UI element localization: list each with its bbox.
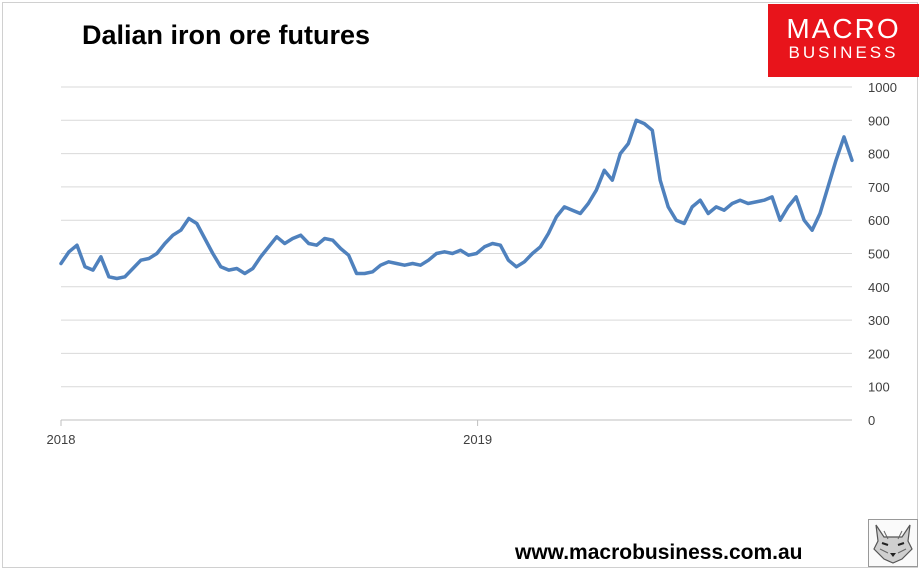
y-axis-ticks: 0 100 200 300 400 500 600 700 800 900 1000 [868,80,897,428]
y-tick-label: 800 [868,147,890,162]
y-tick-label: 200 [868,346,890,361]
x-tick-label: 2018 [47,432,76,447]
y-tick-label: 700 [868,180,890,195]
website-url[interactable]: www.macrobusiness.com.au [515,541,803,564]
y-tick-label: 0 [868,413,875,428]
y-tick-label: 1000 [868,80,897,95]
y-tick-label: 100 [868,380,890,395]
y-tick-label: 300 [868,313,890,328]
series-line-iron-ore [59,118,854,281]
logo-line-1: MACRO [786,13,901,44]
y-tick-label: 400 [868,280,890,295]
logo-line-2: BUSINESS [788,43,899,62]
y-tick-label: 600 [868,213,890,228]
chart-title: Dalian iron ore futures [82,20,371,50]
macrobusiness-logo[interactable]: MACRO BUSINESS [768,4,919,77]
y-tick-label: 900 [868,113,890,128]
x-axis-ticks: 2018 2019 [47,420,492,447]
y-tick-label: 500 [868,247,890,262]
x-tick-label: 2019 [463,432,492,447]
wolf-icon [868,519,918,567]
